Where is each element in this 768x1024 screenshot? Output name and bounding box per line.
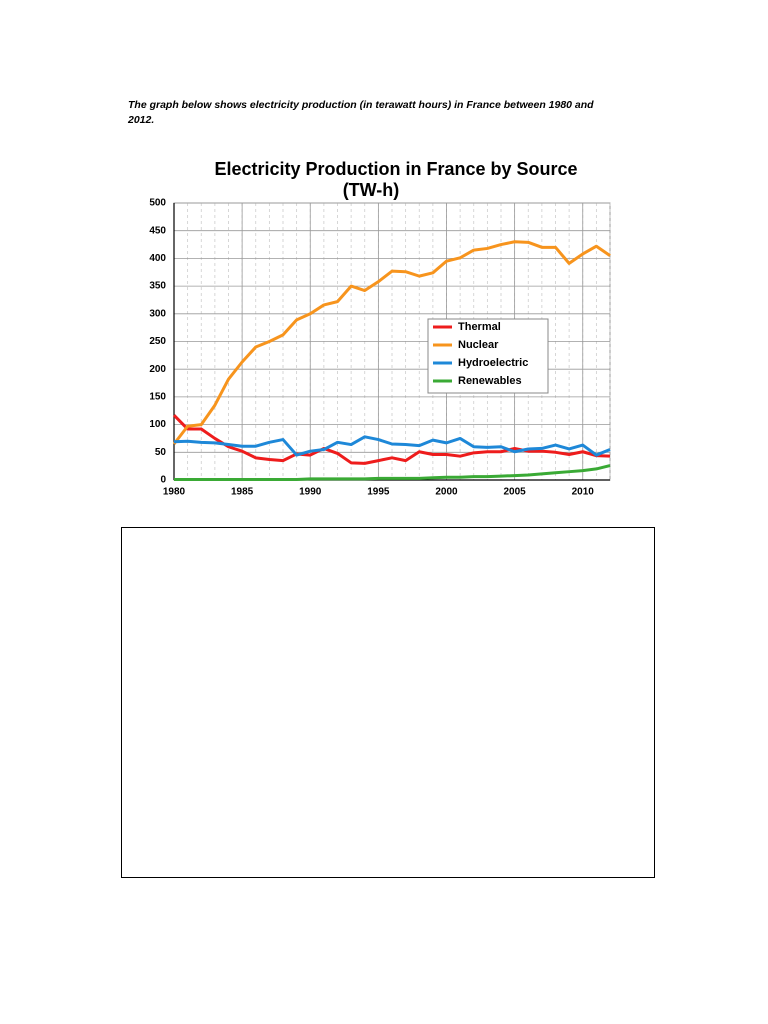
series-line — [172, 240, 611, 445]
y-tick-label: 300 — [149, 308, 166, 319]
chart-title: Electricity Production in France by Sour… — [214, 159, 577, 179]
legend-label: Hydroelectric — [458, 357, 528, 369]
y-tick-label: 200 — [149, 364, 166, 375]
legend-label: Renewables — [458, 375, 522, 387]
y-tick-label: 250 — [149, 336, 166, 347]
legend-label: Thermal — [458, 321, 501, 333]
x-tick-label: 1995 — [367, 487, 390, 498]
series-line — [173, 435, 611, 457]
y-tick-label: 0 — [160, 475, 166, 486]
series-line — [172, 414, 611, 465]
series-line — [174, 464, 611, 481]
y-tick-label: 100 — [149, 419, 166, 430]
y-tick-label: 50 — [155, 447, 167, 458]
x-tick-label: 2000 — [435, 487, 458, 498]
intro-text: The graph below shows electricity produc… — [128, 99, 594, 126]
x-tick-label: 1985 — [231, 487, 254, 498]
y-tick-label: 150 — [149, 392, 166, 403]
x-tick-label: 1990 — [299, 487, 322, 498]
x-tick-label: 1980 — [163, 487, 186, 498]
x-tick-label: 2010 — [572, 487, 595, 498]
answer-box — [121, 527, 655, 878]
y-tick-label: 400 — [149, 253, 166, 264]
y-tick-label: 350 — [149, 281, 166, 292]
y-tick-label: 450 — [149, 225, 166, 236]
y-tick-label: 500 — [149, 198, 166, 209]
chart: Electricity Production in France by Sour… — [149, 159, 611, 498]
chart-subtitle: (TW-h) — [343, 180, 400, 200]
legend-label: Nuclear — [458, 339, 499, 351]
x-tick-label: 2005 — [504, 487, 527, 498]
